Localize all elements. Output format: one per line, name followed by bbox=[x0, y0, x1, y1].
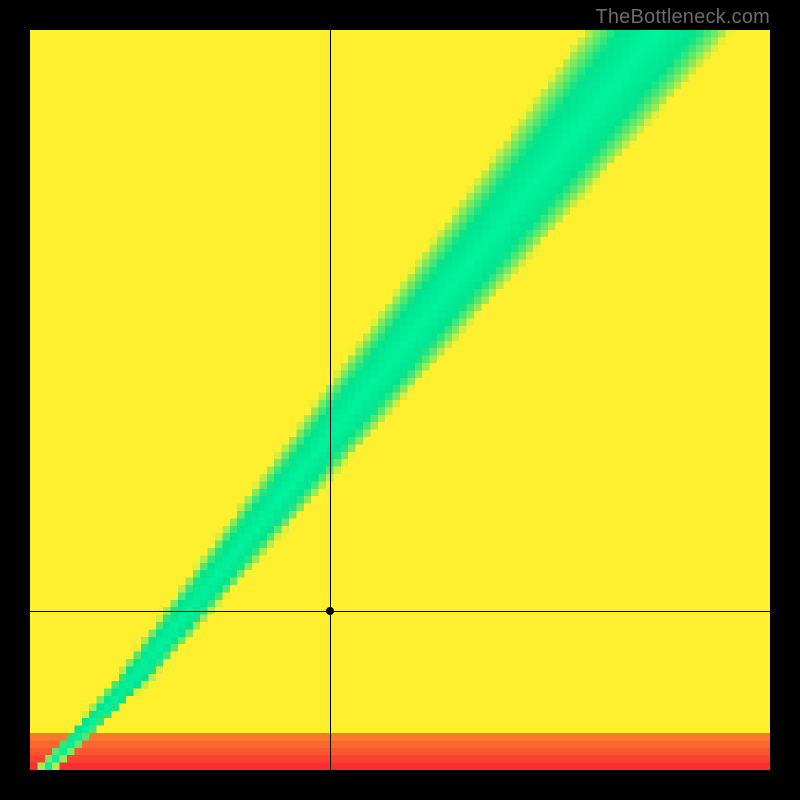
figure-container: TheBottleneck.com bbox=[0, 0, 800, 800]
plot-area bbox=[30, 30, 770, 770]
heatmap-canvas bbox=[30, 30, 770, 770]
crosshair-horizontal bbox=[30, 611, 770, 612]
crosshair-marker bbox=[326, 607, 334, 615]
crosshair-vertical bbox=[330, 30, 331, 770]
watermark-label: TheBottleneck.com bbox=[595, 6, 770, 29]
